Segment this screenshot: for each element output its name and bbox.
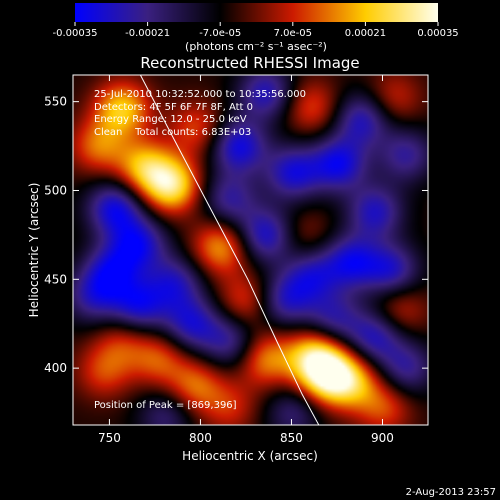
colorbar-gradient <box>75 3 438 22</box>
annotation-detectors: Detectors: 4F 5F 6F 7F 8F, Att 0 <box>94 102 253 113</box>
y-tick-label: 500 <box>44 183 67 197</box>
solar-limb-curve <box>139 75 320 425</box>
annotation-time-range: 25-Jul-2010 10:32:52.000 to 10:35:56.000 <box>94 89 306 100</box>
x-tick-label: 900 <box>371 431 394 445</box>
plot-frame <box>72 74 429 426</box>
plot-area: 750 800 850 900 400 450 500 550 <box>44 74 429 445</box>
annotation-clean: Clean Total counts: 6.83E+03 <box>94 127 251 138</box>
y-tick-label: 450 <box>44 272 67 286</box>
colorbar-tick-label: -7.0e-05 <box>199 28 241 39</box>
annotation-block: 25-Jul-2010 10:32:52.000 to 10:35:56.000… <box>94 89 306 411</box>
x-tick-label: 850 <box>280 431 303 445</box>
chart-title: Reconstructed RHESSI Image <box>140 54 359 72</box>
colorbar-unit-label: (photons cm⁻² s⁻¹ asec⁻²) <box>185 40 327 53</box>
colorbar-tick-label: -0.00035 <box>53 28 98 39</box>
colorbar-tick-label: 0.00021 <box>345 28 386 39</box>
colorbar-tick-label: 7.0e-05 <box>274 28 312 39</box>
x-axis: 750 800 850 900 <box>98 75 394 445</box>
colorbar: -0.00035 -0.00021 -7.0e-05 7.0e-05 0.00021 0.… <box>53 3 459 53</box>
colorbar-tick-label: -0.00021 <box>125 28 170 39</box>
colorbar-ticks: -0.00035 -0.00021 -7.0e-05 7.0e-05 0.00021 0.… <box>53 22 459 39</box>
x-tick-label: 800 <box>189 431 212 445</box>
heatmap-image <box>73 75 428 425</box>
y-axis-label: Heliocentric Y (arcsec) <box>27 183 41 318</box>
y-tick-label: 550 <box>44 95 67 109</box>
y-tick-label: 400 <box>44 361 67 375</box>
y-axis: 400 450 500 550 <box>44 95 428 375</box>
annotation-peak-position: Position of Peak = [869,396] <box>94 400 237 411</box>
annotation-energy: Energy Range: 12.0 - 25.0 keV <box>94 114 247 125</box>
x-tick-label: 750 <box>98 431 121 445</box>
footer-date: 2-Aug-2013 23:57 <box>406 487 496 498</box>
x-axis-label: Heliocentric X (arcsec) <box>182 449 318 463</box>
colorbar-tick-label: 0.00035 <box>417 28 458 39</box>
